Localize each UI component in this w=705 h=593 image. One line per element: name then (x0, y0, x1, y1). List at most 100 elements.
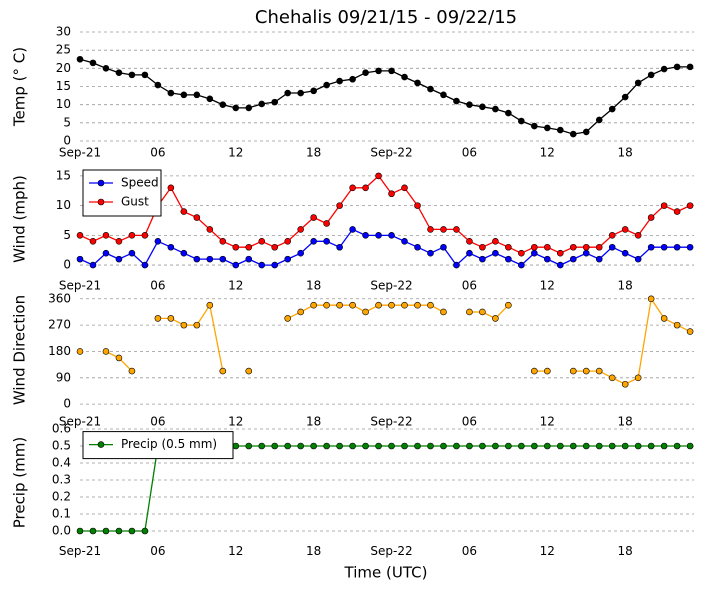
data-point (660, 315, 668, 322)
data-point (505, 442, 512, 450)
y-tick-label: 360 (48, 291, 71, 305)
data-point (660, 65, 668, 73)
x-tick-label: 18 (306, 279, 321, 293)
data-point (673, 321, 681, 329)
x-tick-label: Sep-21 (59, 415, 101, 429)
x-tick-label: 12 (540, 146, 555, 160)
data-point (621, 226, 629, 233)
data-point (505, 301, 512, 309)
data-point (531, 442, 538, 450)
x-tick-label: 06 (462, 544, 477, 558)
data-point (336, 301, 343, 309)
chart-title: Chehalis 09/21/15 - 09/22/15 (255, 7, 517, 28)
data-point (362, 308, 369, 316)
data-point (115, 527, 123, 535)
data-point (453, 442, 460, 450)
data-point (518, 442, 525, 450)
data-point (556, 442, 564, 450)
data-point (479, 442, 486, 450)
x-tick-label: Sep-22 (370, 415, 412, 429)
x-tick-label: 12 (540, 415, 555, 429)
data-point (245, 367, 253, 375)
data-point (115, 237, 123, 245)
data-point (569, 367, 577, 375)
data-point (595, 255, 603, 263)
data-point (297, 442, 304, 450)
y-tick-label: 10 (56, 198, 71, 212)
x-tick-label: 12 (540, 279, 555, 293)
data-point (323, 81, 330, 89)
data-point (362, 232, 369, 239)
data-point (102, 527, 110, 535)
data-point (297, 226, 304, 233)
data-point (232, 243, 240, 251)
data-point (232, 442, 240, 450)
data-point (310, 87, 317, 95)
data-point (154, 237, 162, 245)
data-point (375, 232, 382, 239)
data-point (660, 442, 668, 450)
data-point (349, 75, 356, 83)
data-point (375, 172, 382, 180)
data-point (556, 261, 564, 269)
data-point (466, 442, 473, 450)
data-point (102, 249, 110, 257)
data-point (479, 103, 486, 111)
data-point (284, 442, 291, 450)
data-point (193, 91, 201, 99)
data-point (453, 226, 460, 233)
y-tick-label: 180 (48, 344, 71, 358)
data-point (505, 243, 512, 251)
data-point (608, 243, 616, 251)
y-tick-label: 15 (56, 168, 71, 182)
data-point (544, 442, 551, 450)
data-point (492, 237, 499, 245)
data-point (440, 308, 447, 316)
data-point (531, 243, 538, 251)
data-point (427, 442, 434, 450)
data-point (531, 249, 538, 257)
data-point (180, 208, 188, 215)
x-tick-label: 18 (618, 415, 633, 429)
data-point (89, 237, 97, 245)
data-point (102, 65, 110, 72)
x-tick-label: 18 (306, 146, 321, 160)
data-point (245, 255, 253, 263)
data-point (128, 527, 136, 535)
x-tick-label: 06 (150, 146, 165, 160)
x-tick-label: 06 (150, 279, 165, 293)
data-point (569, 442, 577, 450)
data-point (89, 261, 97, 269)
data-point (634, 442, 642, 450)
data-point (660, 243, 668, 251)
data-point (349, 442, 356, 450)
data-point (582, 243, 590, 251)
data-point (466, 308, 473, 316)
data-point (388, 301, 395, 309)
data-point (245, 243, 253, 251)
data-point (479, 255, 486, 263)
data-point (128, 71, 136, 79)
y-tick-label: 10 (56, 97, 71, 111)
data-point (401, 301, 408, 309)
data-point (647, 295, 655, 303)
y-tick-label: 0 (63, 258, 71, 272)
legend-marker (97, 179, 105, 187)
data-point (232, 261, 240, 269)
data-point (440, 91, 447, 99)
data-point (323, 220, 330, 227)
data-point (595, 442, 603, 450)
data-point (518, 261, 525, 269)
data-point (414, 79, 421, 87)
data-point (297, 308, 304, 316)
data-point (362, 184, 369, 192)
data-point (310, 301, 317, 309)
legend-label: Gust (121, 195, 149, 209)
data-point (89, 527, 97, 535)
data-point (245, 442, 253, 450)
y-tick-label: 90 (56, 370, 71, 384)
data-point (219, 237, 227, 245)
y-axis-label: Wind (mph) (11, 175, 29, 263)
data-point (388, 190, 395, 198)
data-point (595, 116, 603, 124)
